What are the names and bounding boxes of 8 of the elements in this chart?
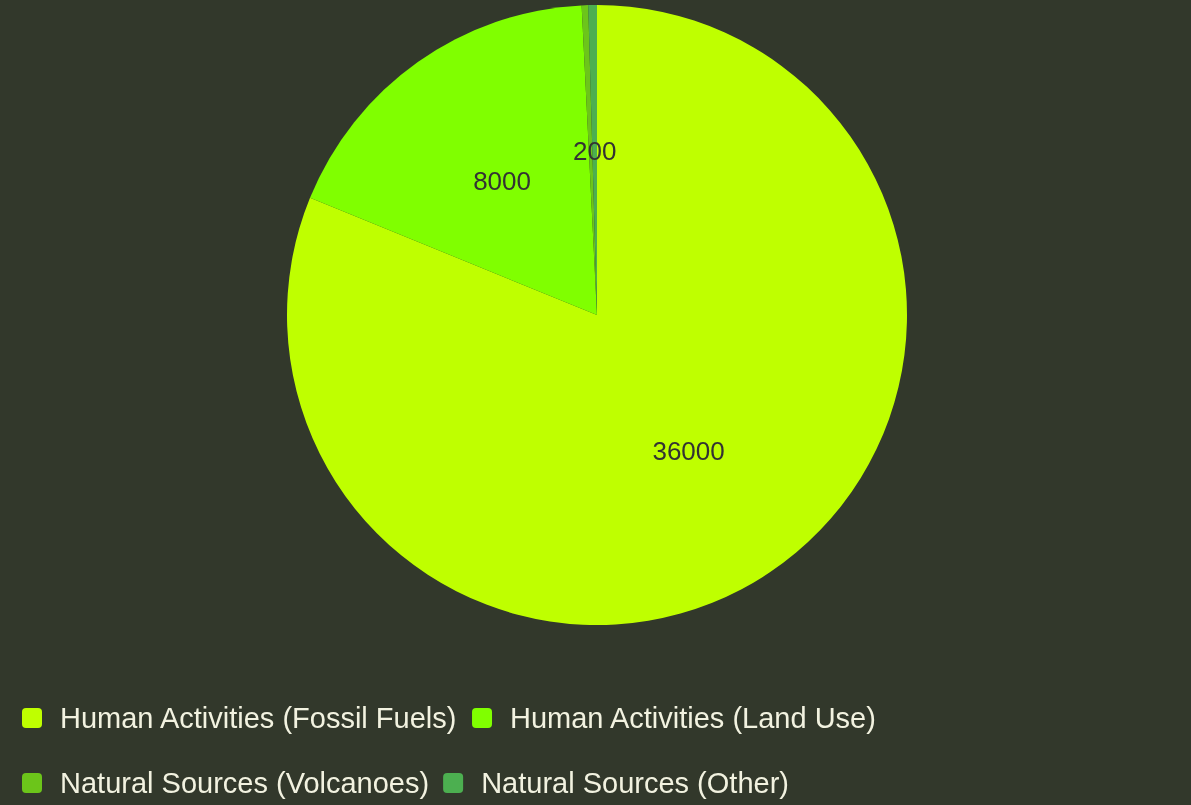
legend-label: Natural Sources (Volcanoes) bbox=[60, 767, 430, 799]
data-label: 200 bbox=[572, 135, 617, 166]
legend-label: Natural Sources (Other) bbox=[481, 767, 789, 799]
legend-label: Human Activities (Fossil Fuels) bbox=[60, 702, 457, 734]
data-label: 36000 bbox=[652, 436, 725, 467]
pie-slice bbox=[287, 5, 907, 625]
legend-label: Human Activities (Land Use) bbox=[510, 702, 876, 734]
data-label: 8000 bbox=[473, 165, 531, 196]
